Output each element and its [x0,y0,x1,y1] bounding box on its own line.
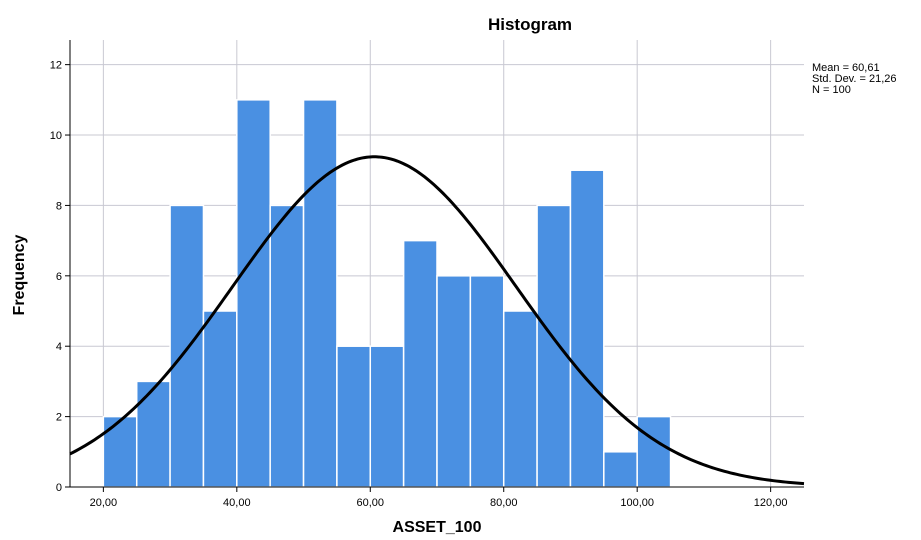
stats-box: Mean = 60,61 Std. Dev. = 21,26 N = 100 [812,62,897,96]
histogram-bar [302,99,338,488]
y-tick-label: 4 [56,341,62,353]
y-axis-ticks: 0 2 4 6 8 10 12 [50,60,70,494]
histogram-bar [102,415,138,488]
chart-title: Histogram [488,15,572,34]
histogram-bar [135,380,171,488]
histogram-bar [569,169,605,488]
y-tick-label: 0 [56,482,62,494]
y-tick-label: 10 [50,130,62,142]
histogram-bar [469,275,505,488]
y-tick-label: 2 [56,412,62,424]
histogram-bar [436,275,472,488]
histogram-bar [236,99,271,488]
histogram-bar [603,451,638,488]
y-axis-label: Frequency [11,234,28,315]
stat-mean: Mean = 60,61 [812,62,880,74]
histogram-bar [336,345,372,488]
histogram-bar [269,204,305,488]
stat-n: N = 100 [812,84,851,96]
x-tick-label: 120,00 [754,497,788,509]
x-axis-label: ASSET_100 [393,519,482,536]
x-tick-label: 60,00 [357,497,385,509]
normal-curve [69,155,805,486]
y-tick-label: 6 [56,271,62,283]
x-tick-label: 20,00 [90,497,118,509]
x-tick-label: 100,00 [620,497,654,509]
x-axis-ticks: 20,00 40,00 60,00 80,00 100,00 120,00 [90,487,788,509]
histogram-bar [402,239,438,488]
histogram-bar [369,345,405,488]
y-tick-label: 12 [50,60,62,72]
histogram-bar [636,415,672,488]
histogram-bar [502,310,538,488]
histogram-bar [536,204,572,488]
y-tick-label: 8 [56,200,62,212]
stat-std-dev: Std. Dev. = 21,26 [812,73,897,85]
x-tick-label: 80,00 [490,497,518,509]
histogram-bar [169,204,205,488]
x-tick-label: 40,00 [223,497,251,509]
histogram-bars [102,99,672,488]
histogram-bar [202,310,238,488]
